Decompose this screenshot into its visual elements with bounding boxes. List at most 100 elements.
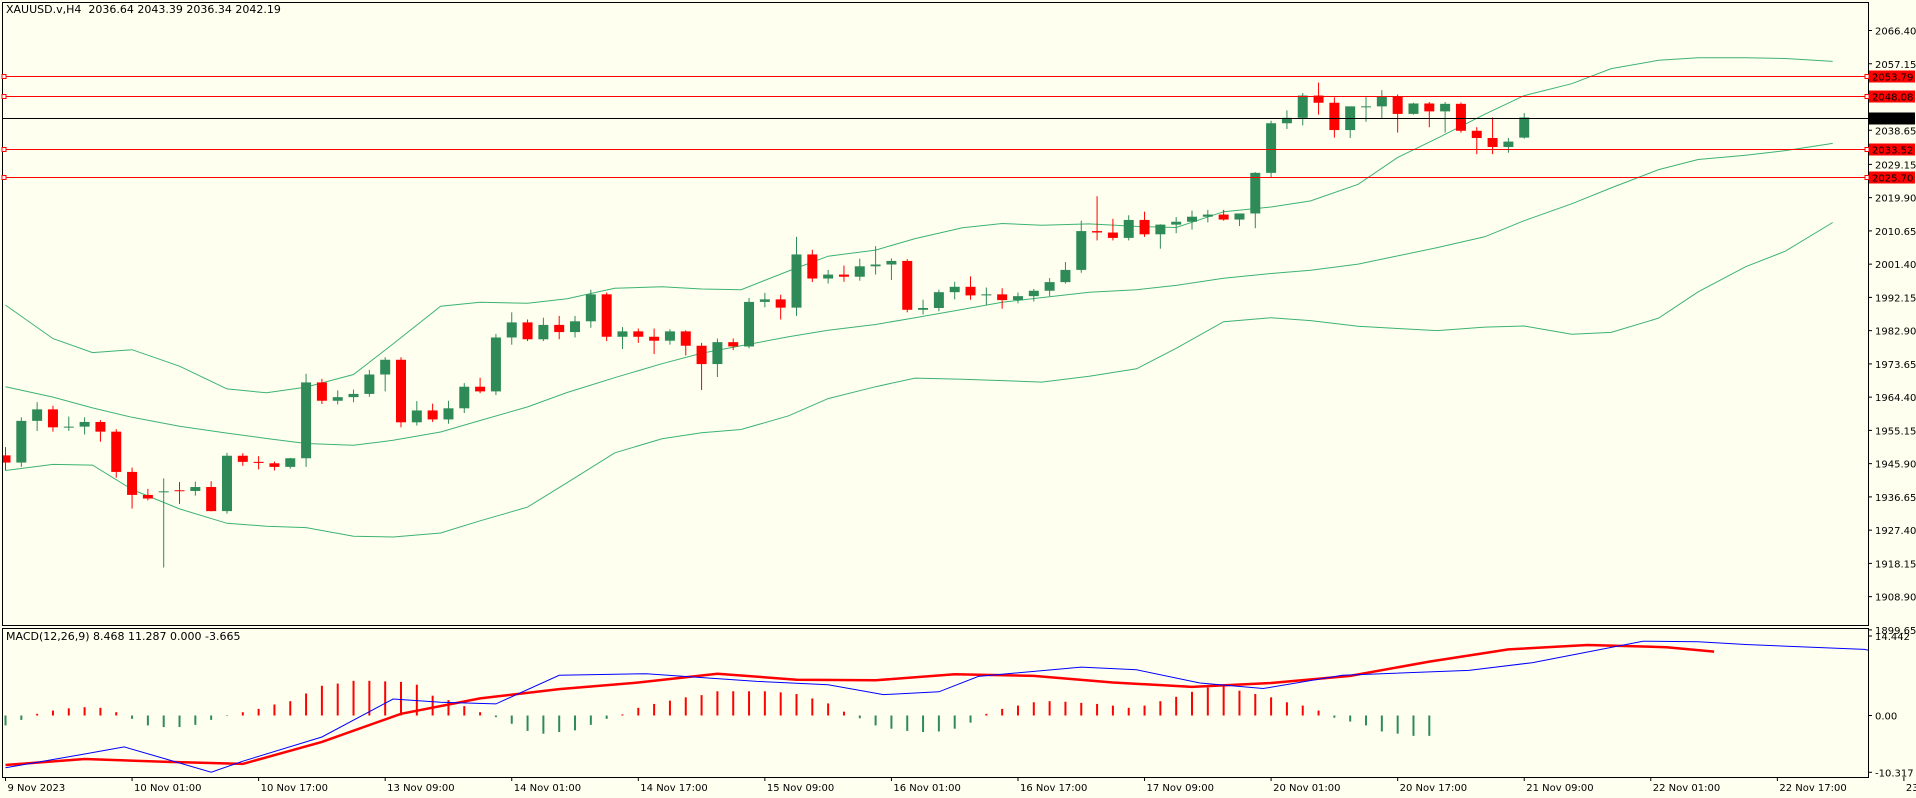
candle: [348, 389, 359, 403]
candle: [1044, 278, 1055, 297]
candle-body: [918, 308, 929, 310]
candle: [570, 315, 581, 338]
candle-body: [633, 331, 644, 337]
candle-body: [158, 491, 169, 493]
bollinger-mid-line: [5, 142, 1833, 446]
time-tick-label: 20 Nov 17:00: [1400, 783, 1467, 794]
level-anchor-right[interactable]: [1864, 175, 1870, 180]
candle: [1012, 292, 1023, 304]
current-price-badge: [1869, 112, 1915, 125]
candle-body: [933, 292, 944, 309]
candle-body: [316, 382, 327, 401]
candle-body: [190, 487, 201, 491]
bollinger-lower-line: [5, 222, 1833, 538]
candle: [759, 292, 770, 308]
candle: [1487, 117, 1498, 155]
candle-body: [32, 409, 43, 421]
price-level-badge: [1869, 70, 1915, 83]
candle: [1345, 106, 1356, 138]
candle-body: [1060, 269, 1071, 283]
macd-tick-label: 14.442: [1875, 632, 1910, 643]
level-anchor-right[interactable]: [1864, 147, 1870, 152]
price-tick-label: 2019.90: [1875, 194, 1916, 205]
candle: [664, 329, 675, 345]
candle: [522, 319, 533, 342]
candle: [411, 401, 422, 426]
candle: [744, 297, 755, 349]
candle: [332, 390, 343, 405]
candle-body: [585, 294, 596, 322]
level-anchor-right[interactable]: [1864, 94, 1870, 99]
candle: [127, 467, 138, 509]
level-anchor-left[interactable]: [1, 74, 7, 79]
candle-body: [1234, 213, 1245, 220]
candle: [918, 299, 929, 315]
candle: [1202, 209, 1213, 223]
main-pane-frame: [2, 2, 1869, 626]
candle-body: [791, 254, 802, 308]
candle: [174, 481, 185, 504]
time-tick-label: 10 Nov 17:00: [261, 783, 328, 794]
candle-body: [1187, 216, 1197, 222]
price-level-badge: [1869, 143, 1915, 156]
level-anchor-right[interactable]: [1864, 74, 1870, 79]
candle: [1092, 196, 1103, 241]
candle: [47, 405, 58, 432]
macd-main-line: [5, 640, 1868, 773]
time-tick-label: 17 Nov 09:00: [1147, 783, 1214, 794]
candle-body: [1092, 231, 1103, 233]
level-anchor-left[interactable]: [1, 147, 7, 152]
candle-body: [1297, 95, 1308, 118]
candle-body: [1012, 296, 1023, 301]
time-tick-label: 9 Nov 2023: [8, 783, 66, 794]
candle: [1361, 95, 1372, 122]
price-tick-label: 1992.15: [1875, 293, 1916, 304]
candle: [1218, 209, 1229, 221]
candle-body: [174, 490, 185, 492]
main-plot: [3, 57, 1833, 568]
candle-body: [443, 408, 454, 420]
candle: [1440, 102, 1451, 133]
candle-body: [807, 254, 818, 279]
time-tick-label: 22 Nov 01:00: [1653, 783, 1720, 794]
candle: [649, 328, 660, 355]
candle: [617, 327, 628, 349]
candle-body: [870, 264, 881, 267]
candle-body: [1440, 103, 1451, 112]
candle: [554, 315, 565, 340]
candle-body: [1361, 106, 1372, 108]
level-anchor-left[interactable]: [1, 94, 7, 99]
candle: [1424, 102, 1435, 128]
candle: [16, 417, 27, 467]
candle: [1155, 224, 1166, 249]
candle-body: [680, 331, 691, 346]
price-tick-label: 1955.15: [1875, 426, 1916, 437]
level-anchor-left[interactable]: [1, 175, 7, 180]
candle: [1076, 220, 1087, 273]
candle: [1519, 113, 1530, 139]
candle-body: [649, 336, 660, 341]
candle-body: [1028, 290, 1039, 297]
candle-body: [1202, 214, 1213, 217]
candle: [1471, 127, 1482, 155]
candle-body: [237, 455, 248, 462]
candle: [459, 383, 470, 413]
candle-body: [823, 274, 834, 279]
candle: [823, 269, 834, 284]
candle-body: [348, 393, 359, 398]
candle-body: [475, 386, 486, 392]
candle-body: [285, 458, 296, 467]
candle: [301, 373, 312, 467]
candle-body: [1044, 282, 1055, 291]
price-level-label: 2033.52: [1872, 146, 1913, 157]
price-tick-label: 2038.65: [1875, 126, 1916, 137]
macd-signal-line: [5, 643, 1715, 767]
candle-body: [570, 321, 581, 333]
candle-body: [538, 324, 549, 340]
candle-body: [981, 294, 992, 296]
candle-body: [427, 410, 438, 420]
symbol-title: XAUUSD.v,H4 2036.64 2043.39 2036.34 2042…: [6, 3, 281, 16]
price-tick-label: 1964.40: [1875, 393, 1916, 404]
candle-body: [1503, 141, 1514, 147]
